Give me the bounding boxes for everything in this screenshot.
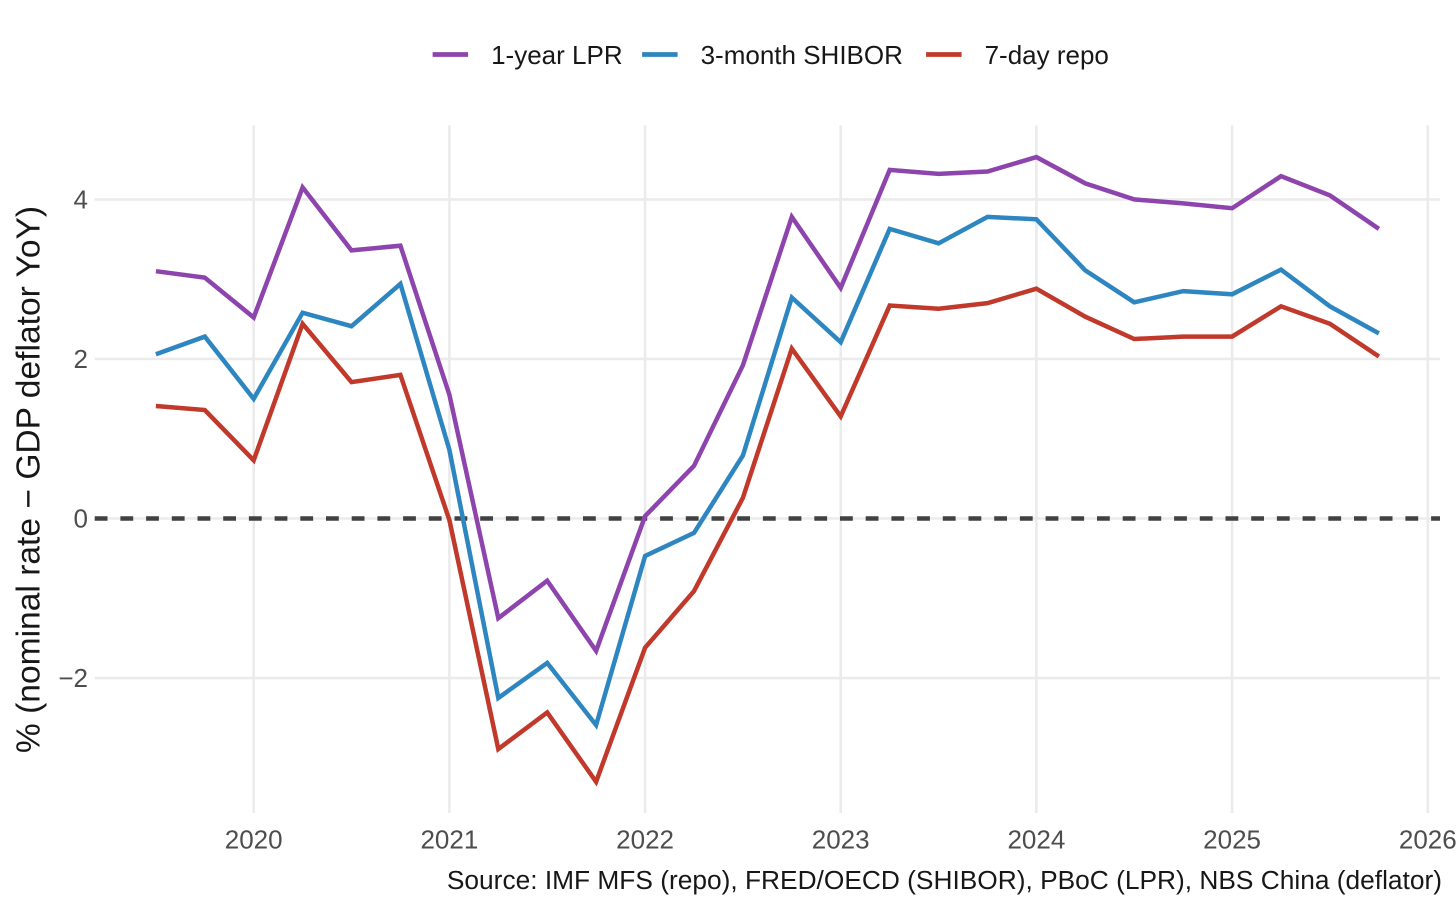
- svg-text:3-month SHIBOR: 3-month SHIBOR: [701, 40, 903, 70]
- svg-text:−2: −2: [58, 663, 88, 693]
- svg-text:2025: 2025: [1203, 825, 1261, 855]
- svg-text:2020: 2020: [225, 825, 283, 855]
- svg-text:4: 4: [74, 184, 88, 214]
- svg-text:2024: 2024: [1007, 825, 1065, 855]
- svg-text:2022: 2022: [616, 825, 674, 855]
- svg-text:Source: IMF MFS (repo), FRED/O: Source: IMF MFS (repo), FRED/OECD (SHIBO…: [447, 865, 1442, 895]
- svg-text:2023: 2023: [812, 825, 870, 855]
- svg-text:2026: 2026: [1399, 825, 1456, 855]
- svg-text:2021: 2021: [420, 825, 478, 855]
- svg-text:% (nominal rate − GDP deflator: % (nominal rate − GDP deflator YoY): [11, 206, 48, 753]
- svg-text:2: 2: [74, 344, 88, 374]
- svg-text:7-day repo: 7-day repo: [985, 40, 1109, 70]
- svg-text:0: 0: [74, 504, 88, 534]
- svg-text:1-year LPR: 1-year LPR: [491, 40, 622, 70]
